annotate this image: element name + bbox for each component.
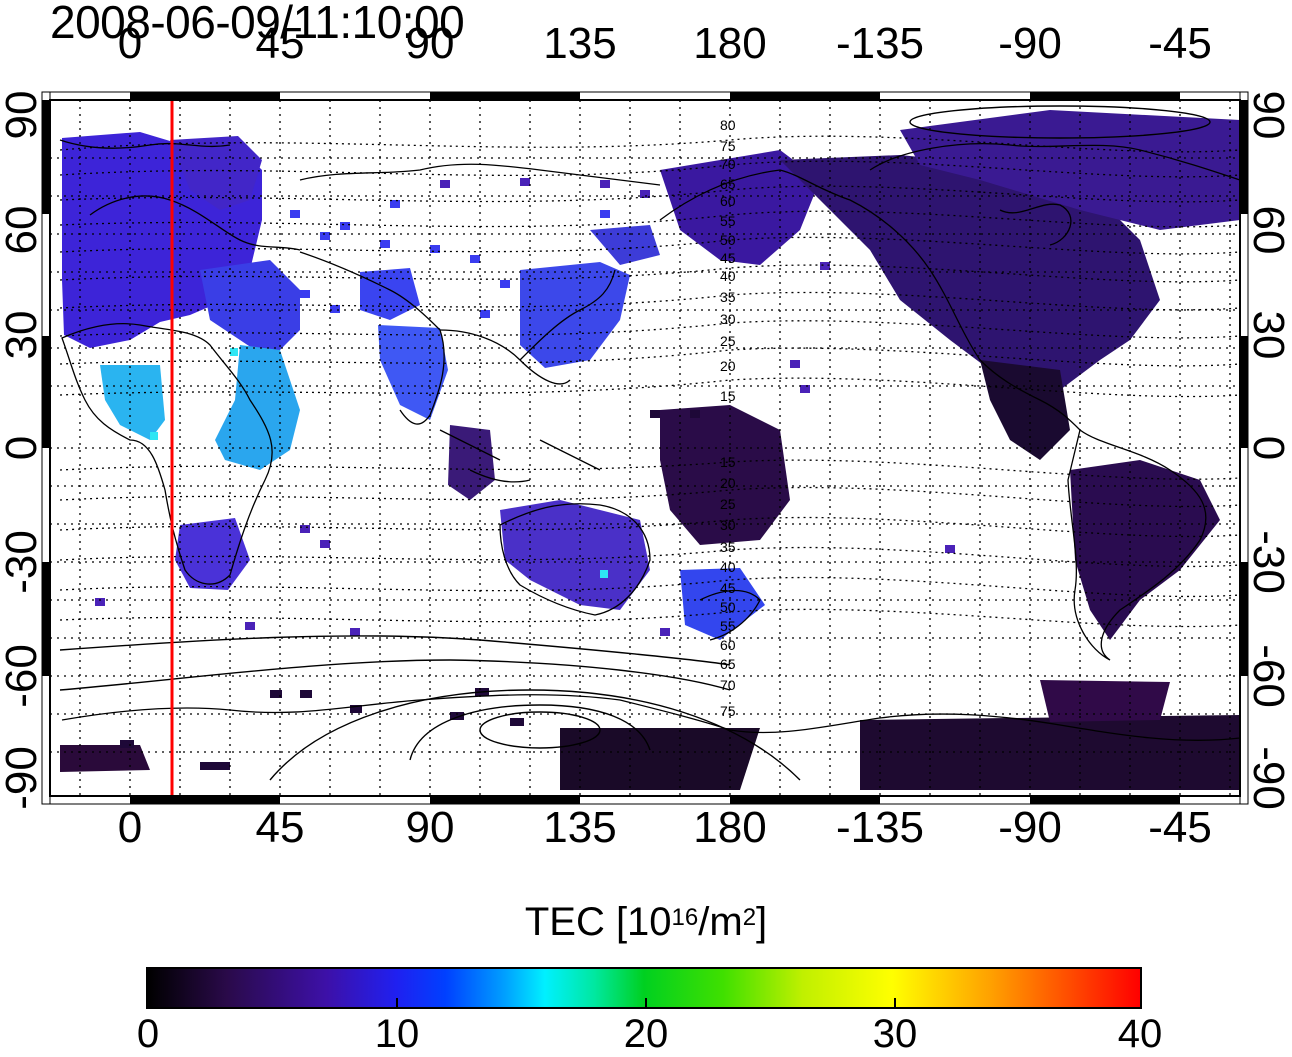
- colorbar-mark: [396, 998, 398, 1009]
- bottom-lon-tick: 135: [543, 803, 617, 852]
- contour-label: 65: [720, 656, 736, 672]
- colorbar-gradient: [146, 967, 1142, 1009]
- contour-label: 55: [720, 213, 736, 229]
- colorbar-tick: 0: [136, 1012, 160, 1056]
- colorbar-title-exponent: 16: [671, 904, 699, 931]
- contour-label: 80: [720, 117, 736, 133]
- bottom-lon-tick: -45: [1148, 803, 1212, 852]
- colorbar-tick: 30: [872, 1012, 918, 1056]
- tec-patch-scandinavia: [170, 136, 262, 210]
- tec-patch-canada-north: [900, 110, 1240, 230]
- contour-label: 45: [720, 580, 736, 596]
- bottom-lon-tick: 45: [255, 803, 305, 852]
- tec-patch-southamerica: [1070, 460, 1220, 640]
- bottom-lon-tick: 180: [693, 803, 767, 852]
- contour-label: 40: [720, 559, 736, 575]
- tec-patch-sea: [448, 425, 495, 500]
- contour-label: 30: [720, 311, 736, 327]
- colorbar-mark: [645, 998, 647, 1009]
- contour-label: 25: [720, 496, 736, 512]
- bottom-lon-tick: -135: [835, 803, 925, 852]
- colorbar-title-text: TEC [10: [524, 900, 672, 944]
- tec-patch-newzealand: [680, 568, 765, 640]
- contour-label: 30: [720, 517, 736, 533]
- contour-label: 75: [720, 703, 736, 719]
- tec-patch-antarctic-west: [60, 745, 150, 772]
- contour-label: 60: [720, 193, 736, 209]
- contour-label: 15: [720, 454, 736, 470]
- top-lon-tick: 180: [693, 19, 767, 68]
- tec-patch-china: [520, 262, 630, 368]
- colorbar-title-close: ]: [756, 900, 768, 944]
- contour-label: 35: [720, 289, 736, 305]
- tec-patch-northamerica: [780, 155, 1160, 400]
- contour-label: 20: [720, 358, 736, 374]
- contour-label: 35: [720, 539, 736, 555]
- colorbar-tick: 20: [623, 1012, 669, 1056]
- tec-patch-australia: [500, 500, 650, 610]
- colorbar-title: TEC [1016/m2]: [0, 900, 1292, 944]
- colorbar-mark: [147, 998, 149, 1009]
- contour-labels: 80 75 70 65 60 55 50 45 40 35 30 25 20 1…: [720, 117, 736, 719]
- tec-patch-russia: [360, 268, 420, 320]
- tec-patch-southpacific: [1040, 680, 1170, 722]
- tec-patch-pacific: [660, 405, 790, 545]
- bottom-lon-tick: 90: [405, 803, 455, 852]
- bottom-lon-tick: 0: [117, 803, 143, 852]
- top-lon-tick: 0: [117, 19, 143, 68]
- map-frame: [41, 91, 1249, 805]
- tec-patch-westafrica: [100, 365, 165, 440]
- contour-label: 55: [720, 618, 736, 634]
- contour-label: 65: [720, 176, 736, 192]
- tec-data-layer: [60, 110, 1240, 790]
- tec-patch-india: [378, 325, 448, 420]
- contour-label: 50: [720, 232, 736, 248]
- contour-label: 45: [720, 250, 736, 266]
- top-lon-tick: 90: [405, 19, 455, 68]
- contour-label: 75: [720, 138, 736, 154]
- tec-patch-antarctic: [560, 728, 760, 790]
- contour-label: 25: [720, 333, 736, 349]
- top-lon-tick: -45: [1148, 19, 1212, 68]
- tec-patch-mideast: [200, 260, 300, 360]
- colorbar-mark: [894, 998, 896, 1009]
- top-lon-tick: 45: [255, 19, 305, 68]
- colorbar-title-unit-exponent: 2: [742, 904, 757, 931]
- graticule: [50, 100, 1240, 796]
- tec-patch-japan: [590, 225, 660, 265]
- colorbar-tick: 40: [1117, 1012, 1163, 1056]
- colorbar-title-unit: /m: [698, 900, 743, 944]
- tec-patch-southafrica: [175, 518, 250, 590]
- timestamp-title: 2008-06-09/11:10:00: [50, 0, 465, 48]
- tec-patch-antarctic-east: [860, 715, 1240, 790]
- contour-label: 70: [720, 156, 736, 172]
- top-lon-tick: -90: [998, 19, 1062, 68]
- top-lon-tick: 135: [543, 19, 617, 68]
- contour-label: 20: [720, 475, 736, 491]
- bottom-lon-tick: -90: [998, 803, 1062, 852]
- colorbar-mark: [1140, 998, 1142, 1009]
- tec-world-map: 80 75 70 65 60 55 50 45 40 35 30 25 20 1…: [41, 91, 1249, 805]
- tec-patch-mexico: [980, 360, 1070, 460]
- contour-label: 50: [720, 599, 736, 615]
- contour-label: 70: [720, 677, 736, 693]
- tec-patch-eastafrica: [215, 345, 300, 470]
- top-lon-tick: -135: [835, 19, 925, 68]
- contour-label: 60: [720, 637, 736, 653]
- contour-label: 15: [720, 388, 736, 404]
- colorbar-tick: 10: [374, 1012, 420, 1056]
- contour-label: 40: [720, 268, 736, 284]
